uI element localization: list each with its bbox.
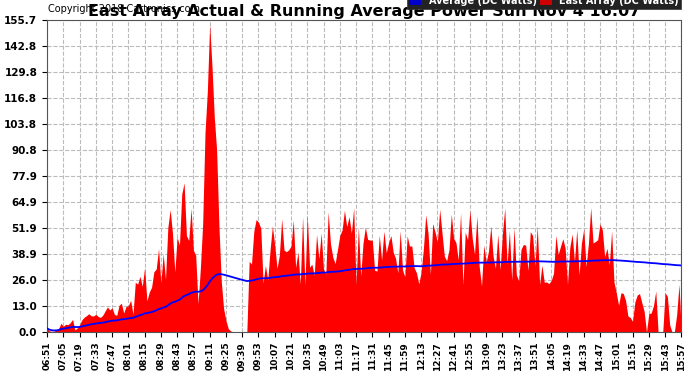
Title: East Array Actual & Running Average Power Sun Nov 4 16:07: East Array Actual & Running Average Powe… (88, 4, 640, 19)
Text: Copyright 2018 Cartronics.com: Copyright 2018 Cartronics.com (48, 4, 199, 14)
Legend: Average (DC Watts), East Array (DC Watts): Average (DC Watts), East Array (DC Watts… (407, 0, 681, 9)
